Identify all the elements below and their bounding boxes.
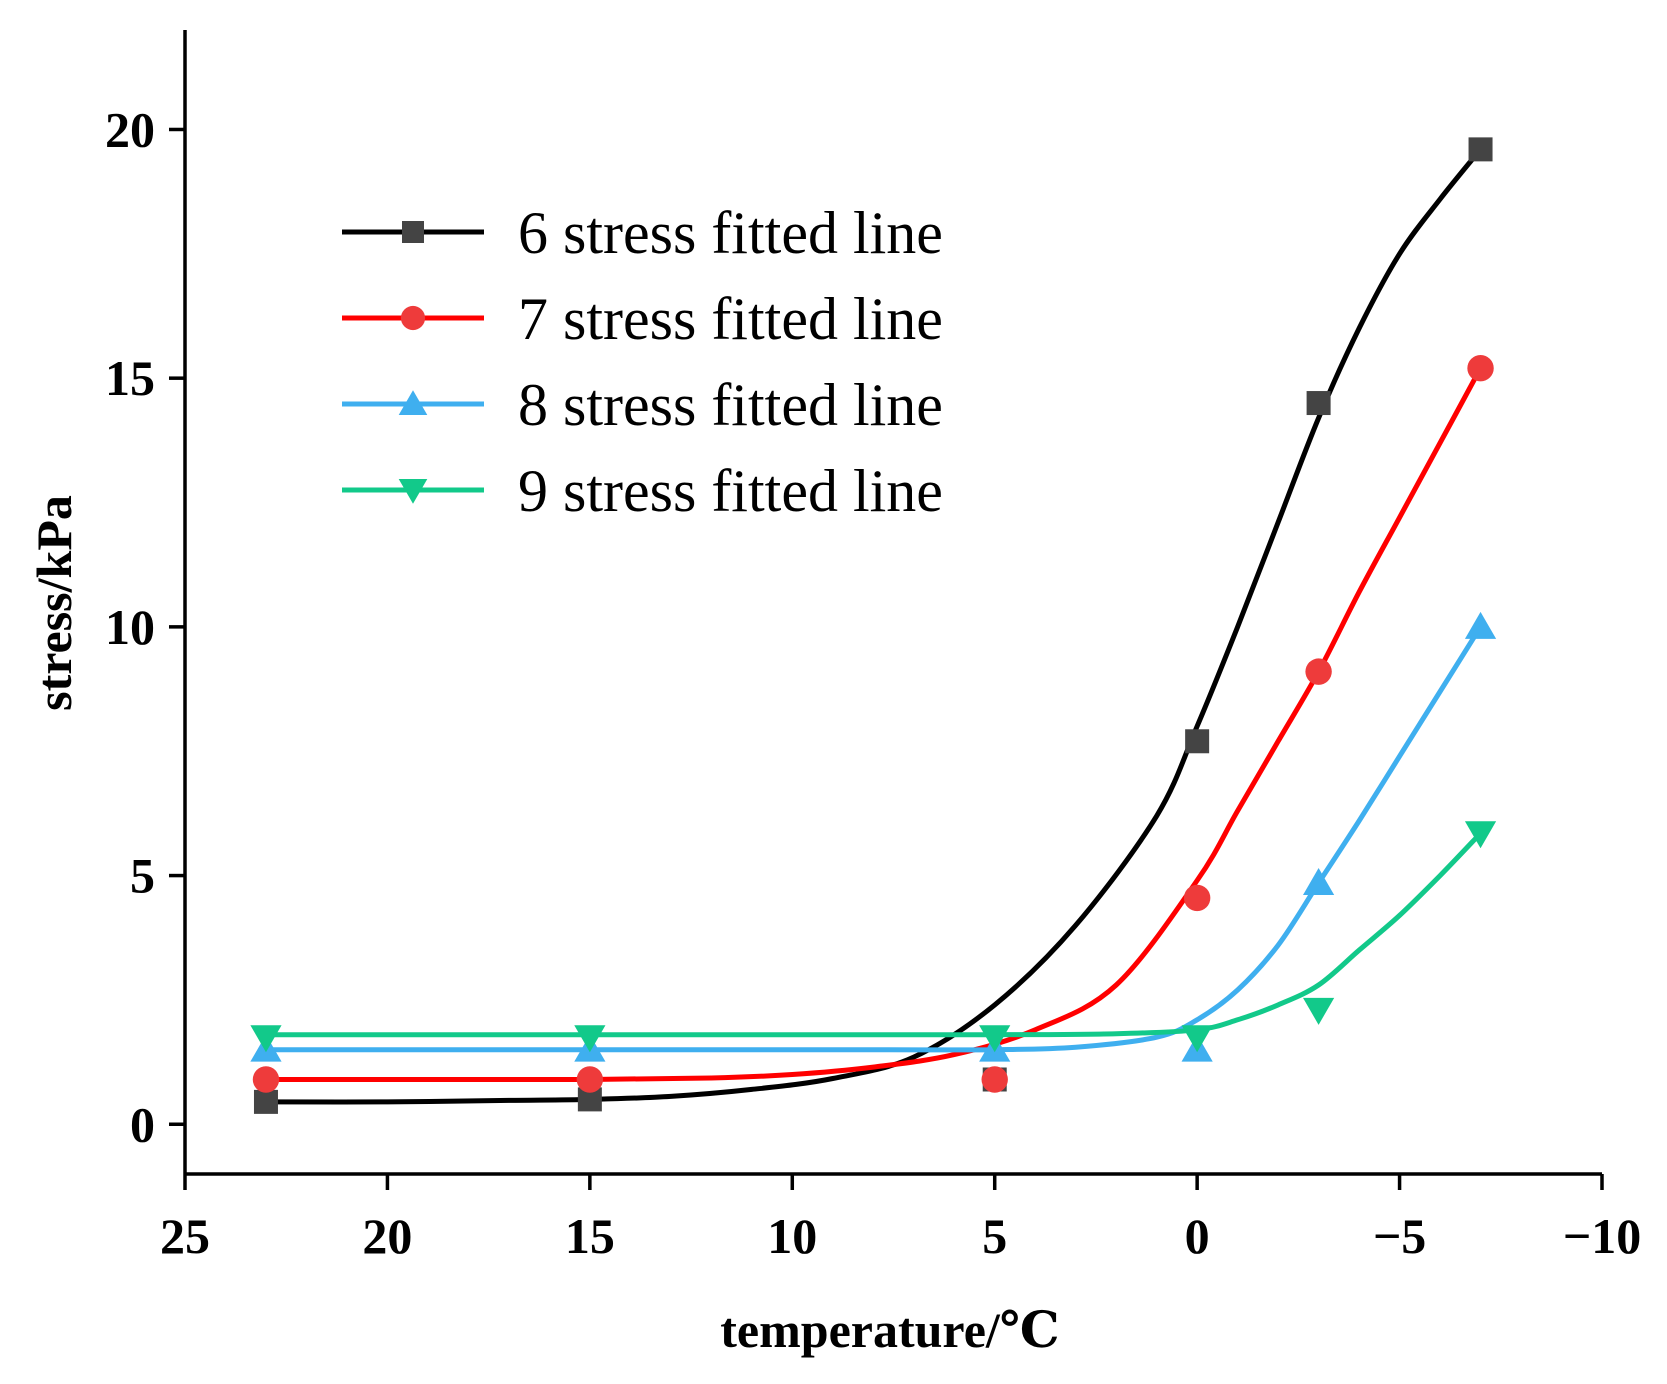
legend-label-9: 9 stress fitted line <box>518 458 943 524</box>
legend-label-7: 7 stress fitted line <box>518 286 943 352</box>
series-markers <box>250 137 1497 1114</box>
series-7-fitted-line <box>263 365 1483 1083</box>
series-9-fitted-line <box>263 830 1483 1038</box>
x-tick-label: −5 <box>1373 1208 1427 1264</box>
x-tick-label: 10 <box>767 1208 817 1264</box>
series-8-point <box>1464 611 1497 639</box>
series-9-point <box>250 1025 282 1053</box>
series-9-point <box>1303 997 1335 1025</box>
x-tick-label: 5 <box>982 1208 1007 1264</box>
y-tick-label: 5 <box>130 848 155 904</box>
y-tick-label: 20 <box>105 101 155 157</box>
legend-marker-8 <box>398 390 428 415</box>
x-tick-label: 25 <box>160 1208 210 1264</box>
series-8-fitted-line <box>263 624 1483 1053</box>
legend-marker-9 <box>398 479 428 504</box>
series-7-point <box>1467 355 1494 382</box>
series-9-point <box>1181 1025 1213 1053</box>
legend: 6 stress fitted line 7 stress fitted line… <box>342 200 943 524</box>
x-axis-title: temperature/℃ <box>720 1302 1059 1358</box>
legend-marker-6 <box>402 221 424 243</box>
x-tick-label: 20 <box>362 1208 412 1264</box>
x-tick-label: −10 <box>1563 1208 1642 1264</box>
y-axis-title: stress/kPa <box>26 495 82 711</box>
series-7-point <box>576 1066 604 1093</box>
legend-marker-7 <box>400 305 426 331</box>
series-lines <box>263 146 1483 1105</box>
legend-label-8: 8 stress fitted line <box>518 372 943 438</box>
series-6-fitted-line <box>263 146 1483 1105</box>
series-9-point <box>574 1025 606 1053</box>
series-7-point <box>252 1066 280 1093</box>
series-6-point <box>1468 137 1493 162</box>
series-6-point <box>1306 391 1331 416</box>
series-7-point <box>1183 884 1211 912</box>
x-tick-label: 15 <box>565 1208 615 1264</box>
series-6-point <box>1185 729 1210 754</box>
axes: 25 20 15 10 5 0 −5 −10 0 5 10 15 20 <box>105 30 1641 1264</box>
series-7-point <box>981 1066 1008 1093</box>
series-8-point <box>1303 868 1335 896</box>
legend-label-6: 6 stress fitted line <box>518 200 943 266</box>
series-7-point <box>1305 658 1332 685</box>
y-tick-label: 10 <box>105 599 155 655</box>
series-6-point <box>253 1089 278 1114</box>
y-tick-label: 0 <box>130 1096 155 1152</box>
y-tick-label: 15 <box>105 350 155 406</box>
x-tick-label: 0 <box>1185 1208 1210 1264</box>
series-9-point <box>1464 821 1497 849</box>
series-9-point <box>979 1025 1011 1053</box>
